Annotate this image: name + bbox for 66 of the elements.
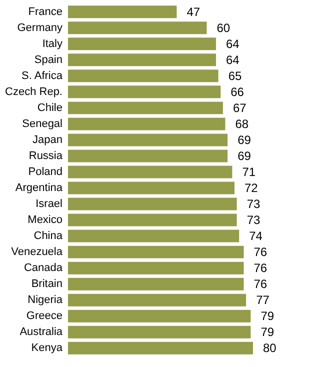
data-label: 80 xyxy=(263,341,277,356)
bar xyxy=(68,294,246,306)
bar xyxy=(68,326,251,338)
data-label: 73 xyxy=(246,197,260,212)
y-tick-label: Mexico xyxy=(28,214,62,226)
y-tick-label: Senegal xyxy=(22,118,62,130)
bar xyxy=(68,134,228,146)
bar xyxy=(68,86,221,98)
bar xyxy=(68,118,226,130)
data-label: 76 xyxy=(254,245,268,260)
y-tick-label: Israel xyxy=(36,198,62,210)
data-label: 60 xyxy=(216,20,230,35)
bar xyxy=(68,166,232,178)
bar xyxy=(68,6,177,18)
data-label: 79 xyxy=(260,309,274,324)
data-label: 69 xyxy=(238,132,252,147)
y-tick-label: Australia xyxy=(20,326,64,338)
y-tick-label: Nigeria xyxy=(28,294,64,306)
bar xyxy=(68,102,223,114)
bar xyxy=(68,150,228,162)
data-label: 72 xyxy=(244,181,258,196)
bar xyxy=(68,278,244,290)
y-tick-label: Italy xyxy=(42,38,63,50)
data-label: 76 xyxy=(254,277,268,292)
bar xyxy=(68,70,218,82)
y-tick-label: Spain xyxy=(34,54,62,66)
y-tick-label: Greece xyxy=(26,310,62,322)
data-label: 65 xyxy=(228,68,242,83)
data-label: 47 xyxy=(186,4,200,19)
bar xyxy=(68,182,234,194)
y-tick-label: Venezuela xyxy=(11,246,64,258)
y-tick-label: Canada xyxy=(24,262,64,274)
y-tick-label: Britain xyxy=(31,278,62,290)
bar xyxy=(68,214,237,226)
data-label: 64 xyxy=(226,36,240,51)
data-label: 79 xyxy=(260,325,274,340)
y-tick-label: Czech Rep. xyxy=(5,86,62,98)
y-tick-label: China xyxy=(34,230,64,242)
data-label: 68 xyxy=(235,116,249,131)
bar xyxy=(68,342,253,354)
data-label: 64 xyxy=(226,52,240,67)
data-label: 69 xyxy=(238,148,252,163)
y-tick-label: Kenya xyxy=(31,342,64,354)
y-tick-label: S. Africa xyxy=(22,70,64,82)
y-tick-label: Germany xyxy=(17,22,63,34)
data-label: 71 xyxy=(242,164,256,179)
bar xyxy=(68,22,207,34)
y-tick-label: Argentina xyxy=(15,182,64,194)
bar xyxy=(68,310,251,322)
bar xyxy=(68,38,216,50)
bar xyxy=(68,230,240,242)
data-label: 77 xyxy=(256,293,270,308)
y-tick-label: France xyxy=(28,6,62,18)
data-label: 74 xyxy=(249,229,263,244)
data-label: 76 xyxy=(254,261,268,276)
y-tick-label: Chile xyxy=(37,102,62,114)
bar xyxy=(68,54,216,66)
y-tick-label: Russia xyxy=(28,150,64,162)
y-tick-label: Japan xyxy=(32,134,62,146)
bar xyxy=(68,262,244,274)
data-label: 73 xyxy=(246,213,260,228)
bar xyxy=(68,246,244,258)
data-label: 66 xyxy=(230,84,244,99)
bar xyxy=(68,198,237,210)
y-tick-label: Poland xyxy=(28,166,62,178)
data-label: 67 xyxy=(232,100,247,115)
